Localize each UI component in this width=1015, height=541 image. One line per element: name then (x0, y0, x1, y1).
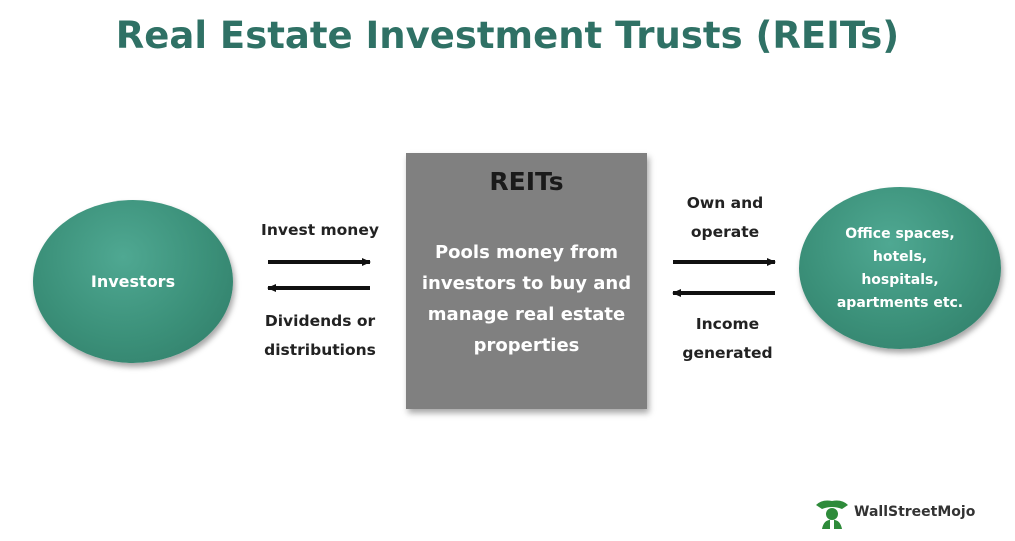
reits-title: REITs (489, 167, 564, 196)
diagram-title: Real Estate Investment Trusts (REITs) (115, 14, 900, 57)
assets-label: Office spaces, hotels, hospitals, apartm… (836, 226, 964, 311)
dividends-label: Dividends or distributions (264, 312, 376, 359)
logo-mark-icon (816, 500, 848, 529)
logo-text: WallStreetMojo (854, 504, 976, 520)
investors-label: Investors (90, 272, 176, 291)
own-operate-label: Own and operate (686, 194, 764, 241)
wallstreetmojo-logo: WallStreetMojo (812, 495, 1002, 533)
invest-money-label: Invest money (261, 221, 379, 239)
investors-node: Investors (33, 200, 233, 363)
income-label: Income generated (682, 315, 773, 362)
assets-node: Office spaces, hotels, hospitals, apartm… (799, 187, 1001, 349)
reits-node: REITs Pools money from investors to buy … (406, 153, 647, 409)
reits-description: Pools money from investors to buy and ma… (421, 242, 632, 356)
